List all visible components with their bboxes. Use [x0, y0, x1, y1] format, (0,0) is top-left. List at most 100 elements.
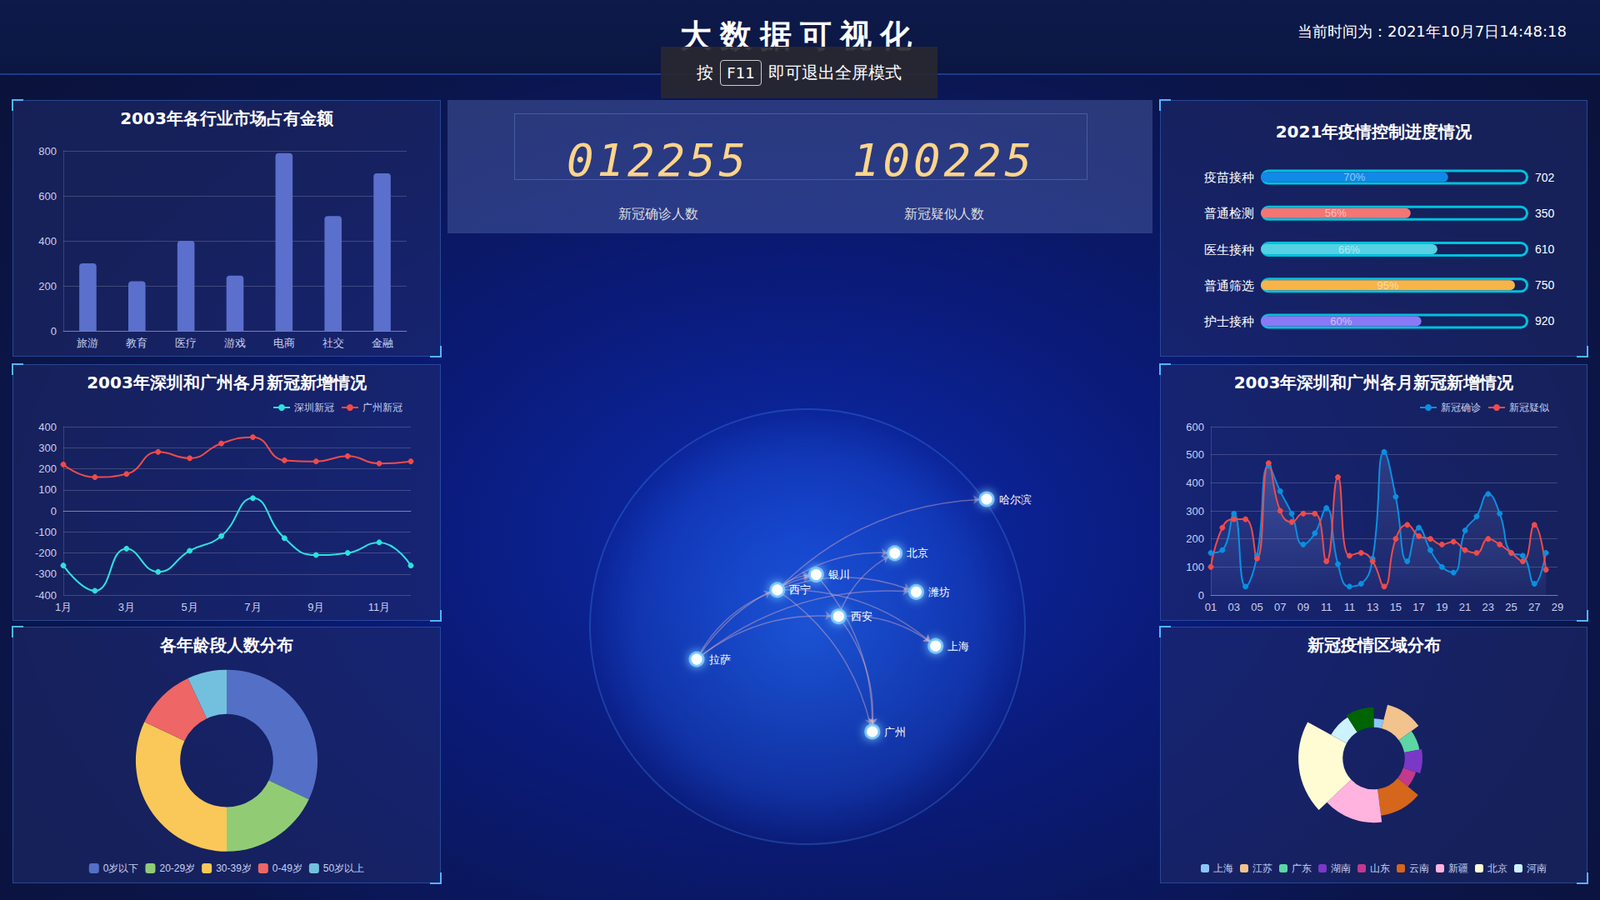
svg-text:新疆: 新疆 [1448, 862, 1469, 875]
svg-text:600: 600 [38, 190, 57, 203]
svg-text:教育: 教育 [125, 336, 148, 350]
svg-text:09: 09 [1297, 600, 1310, 614]
svg-text:400: 400 [38, 235, 57, 248]
svg-text:旅游: 旅游 [76, 336, 99, 350]
svg-text:03: 03 [1227, 600, 1240, 614]
svg-text:27: 27 [1528, 600, 1540, 614]
svg-text:17: 17 [1412, 600, 1425, 614]
svg-text:广州新冠: 广州新冠 [362, 401, 403, 414]
svg-text:3月: 3月 [118, 600, 135, 614]
svg-text:广东: 广东 [1291, 862, 1312, 875]
svg-text:07: 07 [1274, 600, 1286, 614]
svg-text:11月: 11月 [368, 600, 391, 614]
svg-text:5月: 5月 [181, 600, 199, 614]
svg-text:56%: 56% [1325, 206, 1347, 220]
svg-text:19: 19 [1435, 600, 1448, 614]
svg-text:100: 100 [38, 483, 57, 496]
svg-text:95%: 95% [1376, 279, 1399, 292]
svg-text:金融: 金融 [371, 336, 394, 350]
svg-text:200: 200 [1185, 532, 1205, 545]
svg-text:普通检测: 普通检测 [1204, 205, 1255, 220]
svg-text:医生接种: 医生接种 [1204, 242, 1255, 257]
svg-text:电商: 电商 [273, 336, 295, 350]
svg-text:湖南: 湖南 [1330, 862, 1351, 875]
svg-text:银川: 银川 [827, 568, 850, 581]
svg-text:200: 200 [38, 280, 57, 293]
svg-text:29: 29 [1551, 600, 1564, 614]
svg-text:23: 23 [1482, 600, 1495, 614]
svg-text:60%: 60% [1330, 315, 1352, 328]
svg-text:河南: 河南 [1526, 862, 1547, 875]
svg-text:200: 200 [38, 462, 57, 475]
svg-text:50岁以上: 50岁以上 [323, 862, 365, 875]
svg-text:13: 13 [1366, 600, 1379, 614]
svg-text:山东: 山东 [1370, 862, 1390, 875]
html-text:2003年深圳和广州各月新冠新增情况: 2003年深圳和广州各月新冠新增情况 [86, 372, 367, 393]
svg-text:广州: 广州 [884, 725, 906, 739]
svg-text:11: 11 [1320, 600, 1333, 614]
svg-text:北京: 北京 [906, 546, 929, 560]
svg-text:20-29岁: 20-29岁 [159, 862, 195, 875]
svg-text:7月: 7月 [244, 600, 261, 614]
html-text:2003年深圳和广州各月新冠新增情况: 2003年深圳和广州各月新冠新增情况 [1233, 372, 1514, 393]
svg-text:疫苗接种: 疫苗接种 [1204, 170, 1255, 185]
svg-text:西安: 西安 [850, 610, 873, 623]
svg-text:30-39岁: 30-39岁 [215, 862, 252, 875]
svg-text:300: 300 [1185, 505, 1205, 518]
svg-text:920: 920 [1535, 314, 1555, 328]
svg-text:400: 400 [1185, 476, 1205, 490]
svg-text:-400: -400 [35, 589, 57, 602]
svg-text:0-49岁: 0-49岁 [272, 862, 303, 875]
svg-text:500: 500 [1185, 448, 1205, 461]
svg-text:0: 0 [50, 505, 57, 518]
svg-text:-100: -100 [35, 525, 57, 539]
html-text:2021年疫情控制进度情况: 2021年疫情控制进度情况 [1275, 121, 1472, 142]
svg-text:70%: 70% [1343, 170, 1365, 184]
svg-text:350: 350 [1535, 206, 1555, 220]
svg-text:05: 05 [1250, 600, 1263, 614]
svg-text:哈尔滨: 哈尔滨 [999, 493, 1032, 506]
svg-text:北京: 北京 [1487, 862, 1508, 875]
svg-text:潍坊: 潍坊 [928, 585, 950, 599]
svg-text:深圳新冠: 深圳新冠 [294, 401, 335, 414]
svg-text:610: 610 [1535, 242, 1555, 256]
svg-text:西宁: 西宁 [789, 583, 811, 596]
svg-text:702: 702 [1535, 170, 1555, 185]
svg-text:0岁以下: 0岁以下 [103, 862, 140, 875]
svg-text:21: 21 [1459, 600, 1471, 614]
svg-text:-200: -200 [35, 546, 57, 560]
html-text:大数据可视化: 大数据可视化 [680, 16, 920, 55]
svg-text:1月: 1月 [55, 600, 72, 614]
svg-text:66%: 66% [1338, 243, 1360, 256]
html-text:即可退出全屏模式: 即可退出全屏模式 [768, 62, 902, 83]
svg-text:拉萨: 拉萨 [709, 653, 731, 666]
svg-text:江苏: 江苏 [1252, 862, 1273, 875]
svg-text:游戏: 游戏 [224, 336, 246, 350]
svg-text:0: 0 [50, 325, 57, 338]
svg-text:普通筛选: 普通筛选 [1204, 278, 1255, 293]
html-text:012255: 012255 [566, 134, 750, 187]
svg-text:01: 01 [1205, 600, 1217, 614]
svg-text:-300: -300 [35, 567, 57, 580]
svg-text:上海: 上海 [1213, 862, 1234, 875]
svg-text:护士接种: 护士接种 [1203, 314, 1255, 329]
svg-text:100: 100 [1185, 560, 1205, 574]
svg-text:11: 11 [1344, 600, 1356, 614]
svg-text:云南: 云南 [1409, 862, 1430, 875]
svg-text:600: 600 [1185, 420, 1205, 434]
html-text:2003年各行业市场占有金额: 2003年各行业市场占有金额 [120, 108, 334, 129]
svg-text:社交: 社交 [322, 336, 345, 350]
svg-text:医疗: 医疗 [175, 336, 197, 350]
svg-text:0: 0 [1198, 589, 1205, 602]
svg-text:15: 15 [1390, 600, 1402, 614]
svg-text:新冠确诊: 新冠确诊 [1440, 401, 1481, 414]
svg-text:25: 25 [1505, 600, 1517, 614]
svg-text:400: 400 [38, 420, 57, 434]
svg-text:新冠疑似: 新冠疑似 [1509, 401, 1550, 414]
html-text:100225: 100225 [852, 134, 1035, 187]
svg-text:300: 300 [38, 441, 57, 455]
svg-text:9月: 9月 [307, 600, 325, 614]
svg-text:800: 800 [38, 145, 57, 158]
svg-text:750: 750 [1535, 278, 1555, 292]
svg-text:上海: 上海 [947, 640, 970, 653]
